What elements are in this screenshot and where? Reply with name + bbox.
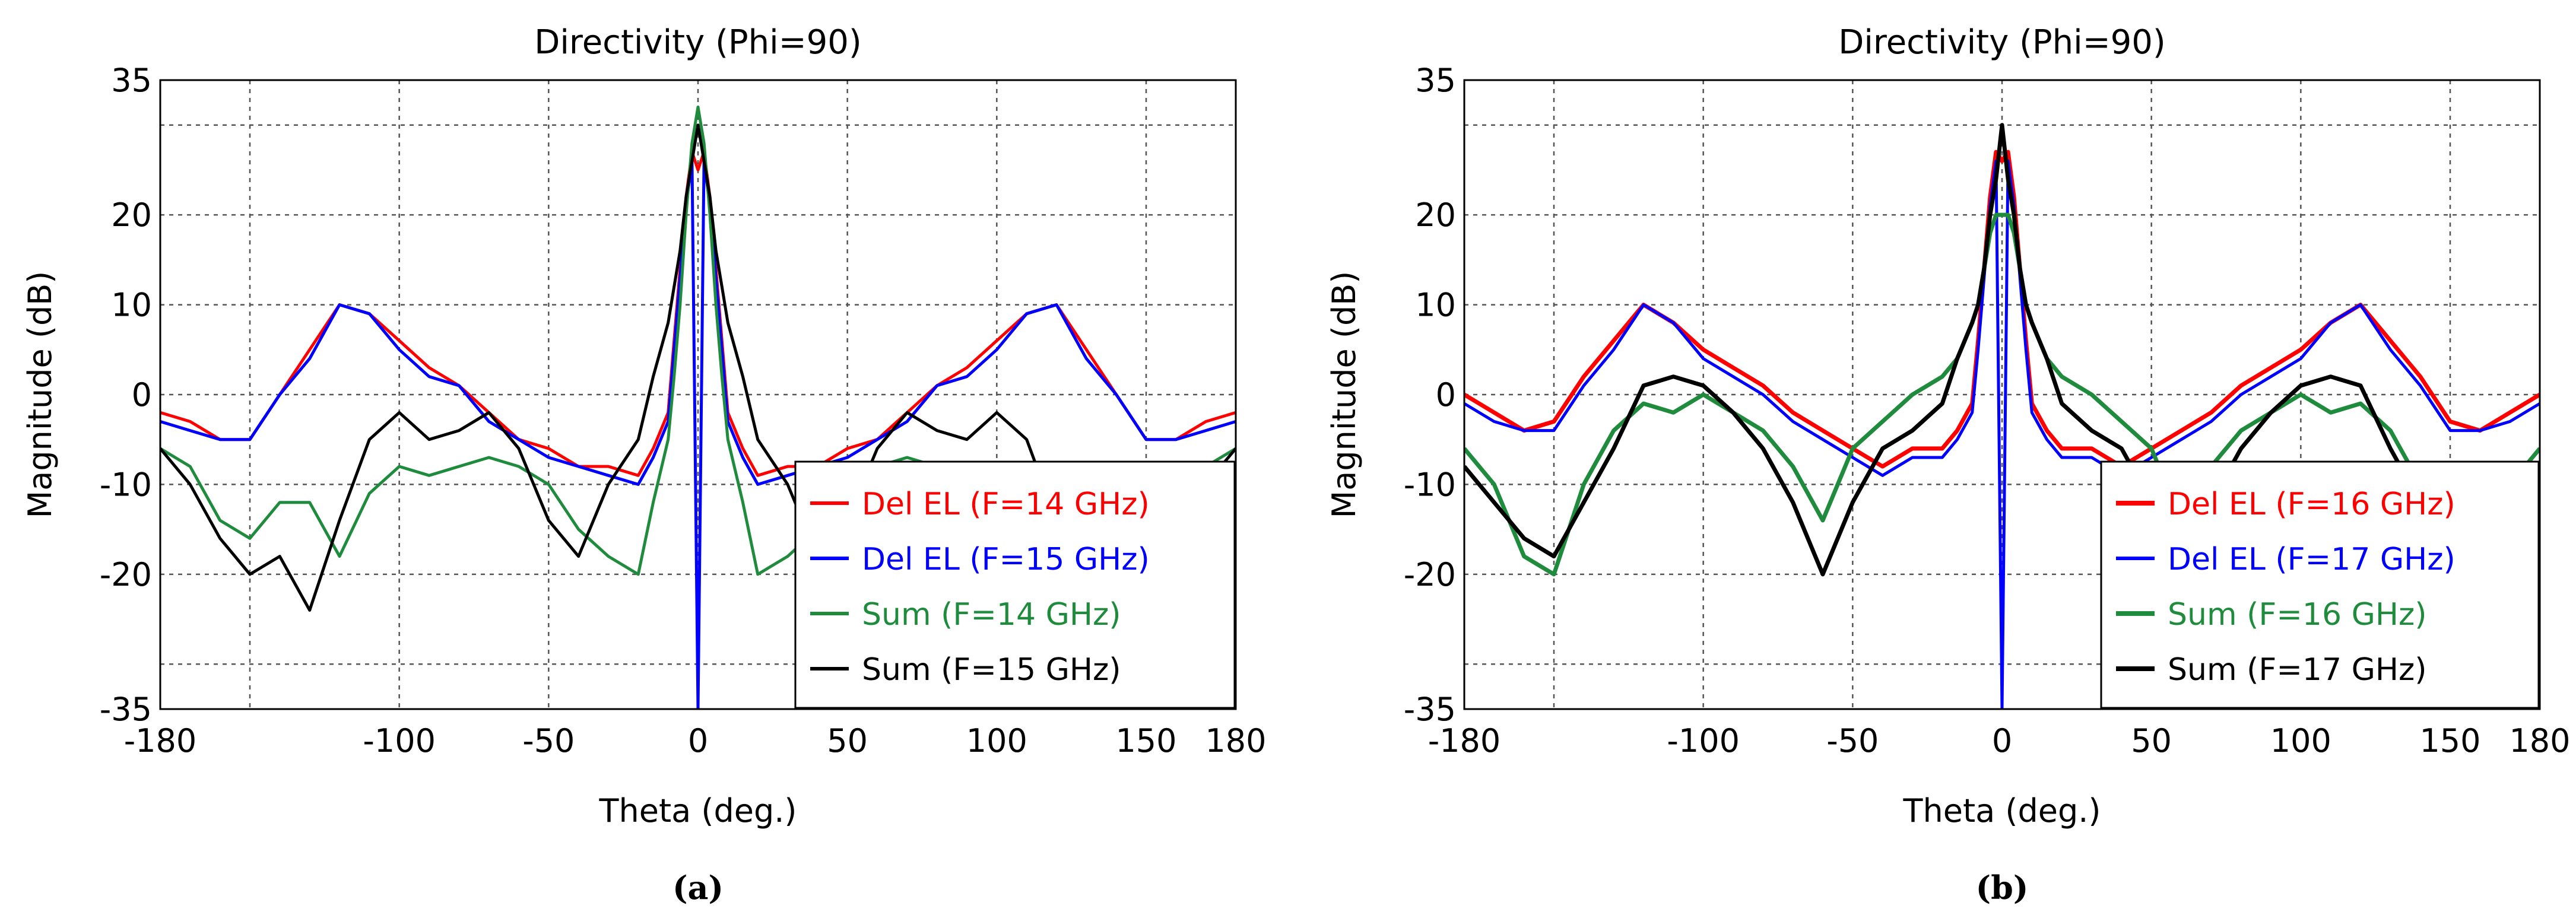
chart-title: Directivity (Phi=90) (1838, 23, 2166, 62)
y-tick-label: 10 (111, 287, 152, 324)
y-tick-label: -20 (1404, 556, 1456, 593)
y-tick-label: -35 (100, 691, 152, 728)
x-tick-label: 180 (2509, 722, 2570, 760)
x-tick-label: 150 (2419, 722, 2480, 760)
x-tick-label: 0 (1992, 722, 2012, 760)
x-tick-label: 180 (1205, 722, 1266, 760)
x-axis-label: Theta (deg.) (599, 792, 797, 830)
y-tick-label: 20 (111, 196, 152, 234)
legend-label: Del EL (F=16 GHz) (2168, 487, 2456, 522)
legend-label: Sum (F=17 GHz) (2168, 652, 2427, 688)
x-tick-label: -100 (363, 722, 436, 760)
y-tick-label: 0 (132, 376, 152, 414)
y-tick-label: 20 (1415, 196, 1456, 234)
y-axis-label: Magnitude (dB) (1325, 271, 1363, 519)
figure-svg: Directivity (Phi=90) Magnitude (dB) Thet… (0, 0, 2576, 910)
legend-label: Sum (F=14 GHz) (862, 597, 1121, 633)
figure: Directivity (Phi=90) Magnitude (dB) Thet… (0, 0, 2576, 910)
y-tick-label: 10 (1415, 287, 1456, 324)
legend-label: Del EL (F=17 GHz) (2168, 542, 2456, 577)
y-tick-label: -20 (100, 556, 152, 593)
y-tick-label: 35 (111, 62, 152, 99)
chart-panel-b: Directivity (Phi=90) Magnitude (dB) Thet… (1325, 23, 2571, 907)
legend-label: Sum (F=16 GHz) (2168, 597, 2427, 633)
legend-label: Del EL (F=14 GHz) (862, 487, 1150, 522)
x-tick-label: 0 (688, 722, 708, 760)
x-tick-label: 100 (966, 722, 1027, 760)
legend-label: Del EL (F=15 GHz) (862, 542, 1150, 577)
legend: Del EL (F=14 GHz) Del EL (F=15 GHz) Sum (F… (795, 462, 1235, 708)
x-tick-label: 50 (827, 722, 868, 760)
x-axis-label: Theta (deg.) (1903, 792, 2101, 830)
x-tick-label: -50 (522, 722, 575, 760)
legend: Del EL (F=16 GHz) Del EL (F=17 GHz) Sum (F… (2101, 462, 2539, 708)
panel-label: (b) (1976, 869, 2029, 907)
y-tick-label: -35 (1404, 691, 1456, 728)
x-tick-label: -100 (1667, 722, 1740, 760)
chart-title: Directivity (Phi=90) (534, 23, 862, 62)
y-tick-label: -10 (1404, 466, 1456, 503)
y-tick-label: 35 (1415, 62, 1456, 99)
x-tick-label: 150 (1115, 722, 1176, 760)
y-tick-label: -10 (100, 466, 152, 503)
x-tick-label: 50 (2131, 722, 2172, 760)
y-tick-label: 0 (1436, 376, 1456, 414)
panel-label: (a) (672, 869, 724, 907)
legend-label: Sum (F=15 GHz) (862, 652, 1121, 688)
x-tick-label: -50 (1826, 722, 1879, 760)
chart-panel-a: Directivity (Phi=90) Magnitude (dB) Thet… (21, 23, 1267, 907)
x-tick-label: 100 (2270, 722, 2331, 760)
y-axis-label: Magnitude (dB) (21, 271, 59, 519)
